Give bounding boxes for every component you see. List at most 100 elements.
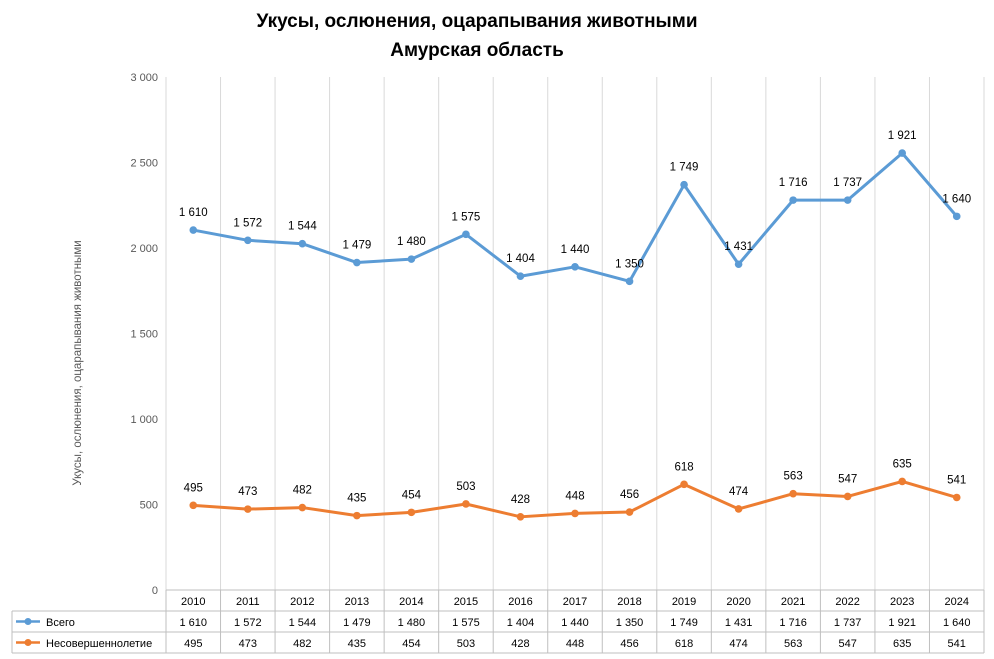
data-label: 1 921 (888, 130, 917, 142)
data-point (353, 511, 361, 520)
data-point (298, 239, 307, 248)
data-point (571, 263, 579, 271)
data-label: 1 480 (397, 236, 426, 248)
y-axis-label: Укусы, ослюнения, оцарапывания животными (72, 240, 84, 485)
table-cell-value: 495 (184, 638, 202, 650)
table-cell-value: 541 (948, 638, 966, 650)
table-cell-value: 1 716 (779, 617, 807, 629)
data-label: 1 350 (615, 258, 644, 270)
data-label: 1 479 (342, 240, 371, 252)
data-label: 435 (347, 493, 366, 505)
legend-key-marker (24, 618, 32, 625)
data-point (734, 505, 743, 513)
data-label: 1 544 (288, 221, 317, 233)
data-point (516, 513, 525, 521)
table-cell-value: 1 480 (398, 617, 426, 629)
data-point (898, 149, 906, 157)
y-tick-label: 1 500 (130, 329, 158, 341)
data-point (244, 236, 252, 245)
table-cell-value: 1 350 (616, 617, 644, 629)
data-label: 1 404 (506, 253, 535, 265)
table-cell-value: 1 544 (289, 617, 317, 629)
data-label: 1 749 (670, 162, 699, 174)
table-cell-value: 456 (620, 638, 638, 650)
table-cell-value: 473 (239, 638, 257, 650)
data-point (189, 226, 198, 234)
table-cell-value: 1 431 (725, 617, 753, 629)
x-tick-label: 2022 (835, 596, 859, 608)
data-label: 1 610 (179, 207, 208, 219)
x-tick-label: 2024 (944, 596, 968, 608)
data-point (625, 508, 634, 516)
data-point (952, 493, 961, 502)
table-cell-value: 618 (675, 638, 693, 650)
data-label: 1 737 (833, 177, 862, 189)
table-cell-value: 1 572 (234, 617, 262, 629)
data-point (571, 509, 579, 518)
legend-series-name: Несовершеннолетие (46, 638, 152, 650)
x-tick-label: 2012 (290, 596, 314, 608)
x-tick-label: 2017 (563, 596, 587, 608)
table-cell-value: 454 (402, 638, 420, 650)
data-point (952, 212, 961, 221)
data-point (734, 260, 743, 269)
data-label: 474 (729, 486, 749, 498)
table-cell-value: 1 404 (507, 617, 535, 629)
table-cell-value: 1 737 (834, 617, 862, 629)
table-cell-value: 482 (293, 638, 311, 650)
data-label: 456 (620, 489, 639, 501)
x-tick-label: 2023 (890, 596, 914, 608)
data-label: 428 (511, 494, 530, 506)
data-label: 1 440 (561, 244, 590, 256)
data-point (680, 480, 688, 489)
data-label: 503 (456, 481, 475, 493)
chart-subtitle: Амурская область (390, 40, 564, 61)
x-tick-label: 2020 (726, 596, 750, 608)
data-point (789, 196, 797, 204)
data-point (516, 272, 525, 281)
x-tick-label: 2019 (672, 596, 696, 608)
x-tick-label: 2018 (617, 596, 641, 608)
data-point (462, 230, 470, 239)
chart-title: Укусы, ослюнения, оцарапывания животными (256, 11, 697, 32)
x-tick-label: 2021 (781, 596, 805, 608)
data-label: 448 (565, 490, 584, 502)
y-tick-label: 3 000 (130, 72, 158, 84)
data-label: 1 431 (724, 241, 753, 253)
data-point (843, 492, 852, 501)
legend-series-name: Всего (46, 617, 75, 629)
table-cell-value: 435 (348, 638, 366, 650)
table-cell-value: 503 (457, 638, 475, 650)
data-point (843, 196, 852, 204)
table-cell-value: 474 (729, 638, 747, 650)
legend-key-marker (24, 639, 32, 646)
x-tick-label: 2011 (236, 596, 260, 608)
data-point (898, 477, 906, 486)
data-label: 541 (947, 474, 966, 486)
data-label: 1 572 (233, 217, 262, 229)
data-point (625, 277, 634, 286)
y-tick-label: 500 (140, 500, 158, 512)
table-cell-value: 563 (784, 638, 802, 650)
series-line (191, 151, 959, 283)
data-point (407, 508, 416, 517)
x-tick-label: 2013 (345, 596, 369, 608)
table-cell-value: 1 479 (343, 617, 371, 629)
data-label: 1 640 (942, 193, 971, 205)
data-point (789, 489, 797, 498)
data-label: 495 (184, 482, 203, 494)
data-point (407, 255, 416, 263)
y-tick-label: 0 (152, 585, 158, 597)
table-cell-value: 547 (838, 638, 856, 650)
data-point (353, 258, 361, 267)
data-label: 635 (893, 458, 912, 470)
data-label: 454 (402, 489, 422, 501)
data-label: 473 (238, 486, 257, 498)
table-cell-value: 1 440 (561, 617, 589, 629)
data-label: 482 (293, 485, 312, 497)
table-cell-value: 635 (893, 638, 911, 650)
x-tick-label: 2010 (181, 596, 205, 608)
table-cell-value: 1 640 (943, 617, 971, 629)
table-cell-value: 1 749 (670, 617, 698, 629)
